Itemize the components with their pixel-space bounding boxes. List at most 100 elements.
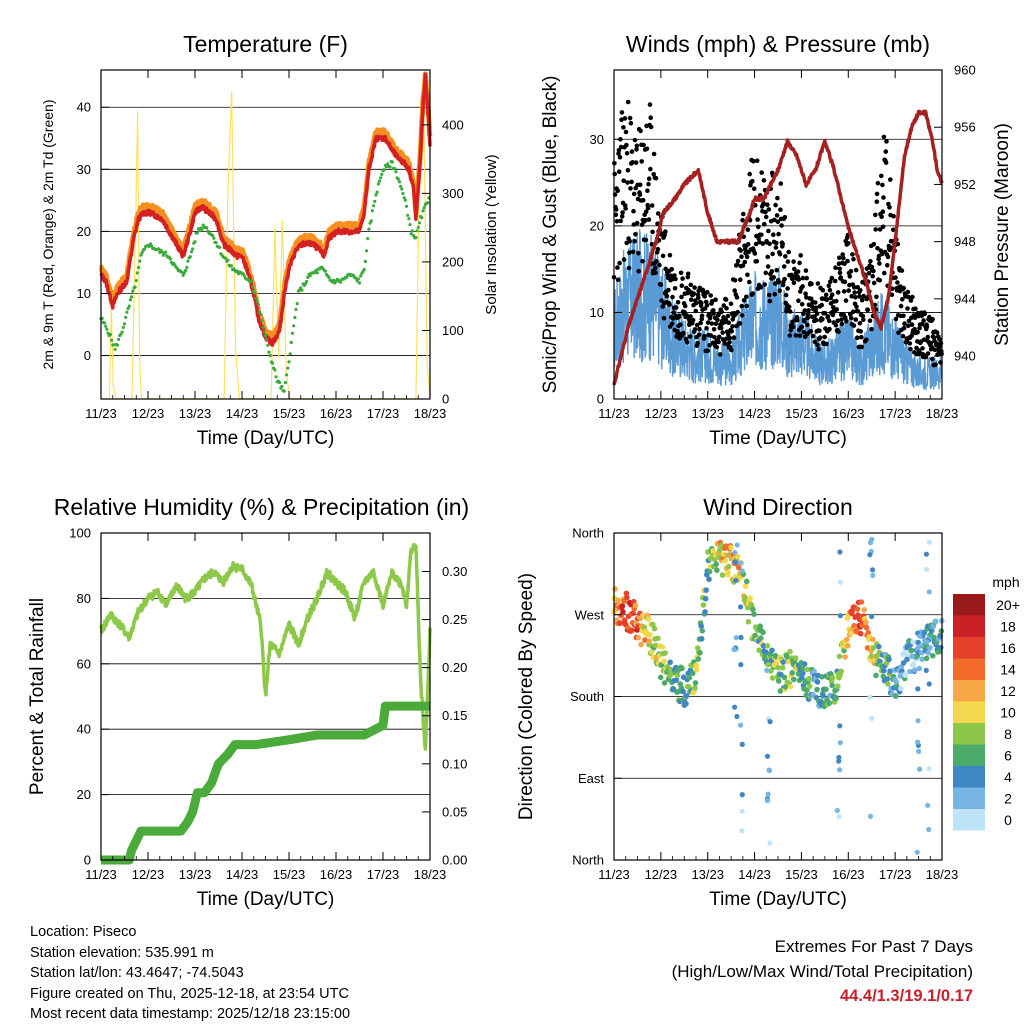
- chart2-gust-point: [732, 278, 738, 283]
- chart1-dewpoint-point: [184, 268, 188, 273]
- chart2-gust-point: [898, 303, 904, 309]
- chart1-dewpoint-point: [401, 191, 405, 196]
- chart2-gust-point: [684, 313, 689, 318]
- chart2-gust-point: [847, 274, 853, 279]
- chart4-direction-outlier: [926, 681, 932, 687]
- chart4-direction-outlier: [731, 646, 737, 653]
- chart1-dewpoint-point: [366, 237, 370, 241]
- chart1-dewpoint-point: [420, 216, 424, 220]
- chart2-gust-point: [693, 300, 699, 306]
- chart2-gust-point: [778, 181, 784, 186]
- chart2-gust-point: [824, 297, 830, 303]
- chart4-direction-point: [792, 655, 799, 661]
- chart4-xtick-label: 12/23: [645, 867, 678, 882]
- chart4-xtick-label: 14/23: [738, 867, 771, 882]
- chart2-gust-point: [896, 330, 901, 336]
- chart4-direction-point: [829, 682, 835, 689]
- chart2-gust-point: [737, 321, 743, 326]
- chart2-gust-point: [622, 116, 628, 121]
- chart4-direction-point: [693, 666, 700, 673]
- chart4-direction-outlier: [867, 813, 874, 820]
- chart2-gust-point: [912, 326, 917, 332]
- chart2-gust-point: [750, 291, 755, 296]
- chart2-gust-point: [901, 285, 907, 291]
- chart2-gust-point: [627, 115, 633, 121]
- chart4-direction-point: [865, 629, 871, 636]
- chart2-gust-point: [643, 209, 649, 214]
- chart1-dewpoint-point: [259, 312, 263, 316]
- chart2-gust-point: [751, 186, 757, 191]
- chart4-direction-point: [937, 644, 944, 651]
- chart1-dewpoint-point: [149, 244, 154, 248]
- legend-swatch: [953, 680, 985, 702]
- chart4-direction-point: [873, 672, 879, 679]
- chart2-gust-point: [707, 343, 712, 348]
- chart2-gust-point: [823, 292, 829, 298]
- chart2-gust-point: [787, 333, 793, 338]
- chart2-gust-point: [852, 290, 857, 295]
- chart2-pressure-line: [612, 109, 944, 386]
- chart3-xtick-label: 18/23: [414, 867, 447, 882]
- chart2-gust-point: [798, 289, 803, 294]
- chart1-dewpoint-point: [125, 310, 129, 314]
- chart1-ytick-right-label: 300: [442, 186, 464, 201]
- chart3-xlabel: Time (Day/UTC): [197, 889, 335, 910]
- chart1-dewpoint-point: [115, 343, 120, 347]
- chart2-gust-point: [747, 171, 752, 177]
- station-info: Location: Piseco Station elevation: 535.…: [30, 922, 350, 1025]
- chart1-ytick-label: 0: [84, 348, 91, 363]
- chart1-dewpoint-point: [323, 269, 327, 273]
- chart1-dewpoint-point: [305, 279, 309, 284]
- chart2-gust-point: [754, 259, 760, 264]
- chart3-xtick-label: 15/23: [273, 867, 306, 882]
- chart2-gust-point: [740, 263, 746, 268]
- chart1-dewpoint-point: [122, 322, 127, 326]
- chart2-xlabel: Time (Day/UTC): [709, 428, 847, 449]
- chart2-gust-point: [879, 173, 884, 179]
- chart4-direction-point: [683, 700, 689, 707]
- chart4-direction-outlier: [737, 560, 744, 566]
- chart1-dewpoint-point: [359, 274, 363, 278]
- chart2-gust-point: [759, 232, 764, 238]
- chart2-gust-point: [885, 254, 891, 260]
- chart4-direction-point: [811, 668, 817, 675]
- chart1-dewpoint-point: [212, 236, 216, 240]
- station-latlon: Station lat/lon: 43.4647; -74.5043: [30, 965, 244, 981]
- chart2-gust-point: [808, 328, 814, 334]
- chart2-gust-point: [900, 333, 906, 339]
- chart2-gust-point: [694, 322, 700, 328]
- chart2-gust-point: [910, 294, 915, 300]
- chart2-gust-point: [742, 259, 748, 265]
- chart2-gust-point: [754, 158, 760, 164]
- chart4-direction-point: [760, 629, 766, 636]
- chart4-direction-point: [624, 594, 630, 601]
- chart4-direction-outlier: [924, 639, 930, 645]
- chart4-direction-point: [868, 653, 875, 659]
- chart2-xtick-label: 12/23: [645, 406, 678, 421]
- chart1-dewpoint-point: [295, 302, 299, 306]
- chart2-gust-point: [913, 306, 918, 312]
- chart4-direction-point: [892, 693, 899, 699]
- chart4-direction-outlier: [739, 568, 745, 574]
- chart2-gust-point: [830, 312, 836, 318]
- chart2-gust-point: [616, 148, 622, 153]
- chart2-gust-point: [861, 293, 866, 299]
- chart2-gust-point: [922, 311, 928, 317]
- chart2-gust-point: [727, 335, 733, 341]
- chart1-dewpoint-point: [110, 338, 114, 342]
- chart4-direction-outlier: [867, 694, 873, 700]
- chart4-ytick-label: West: [575, 607, 605, 622]
- chart2-gust-point: [705, 289, 710, 295]
- chart4-direction-outlier: [764, 667, 770, 674]
- chart2-gust-point: [615, 188, 620, 193]
- chart2-gust-point: [822, 310, 828, 316]
- chart4-direction-point: [659, 644, 666, 650]
- chart2-gust-point: [786, 249, 791, 255]
- chart2-gust-point: [627, 239, 632, 244]
- chart4-direction-outlier: [926, 766, 932, 772]
- chart1-dewpoint-point: [403, 198, 407, 202]
- chart2-gust-point: [850, 309, 856, 315]
- chart4-direction-point: [702, 609, 708, 615]
- chart2-gust-point: [796, 298, 801, 304]
- chart4-direction-outlier: [837, 740, 843, 746]
